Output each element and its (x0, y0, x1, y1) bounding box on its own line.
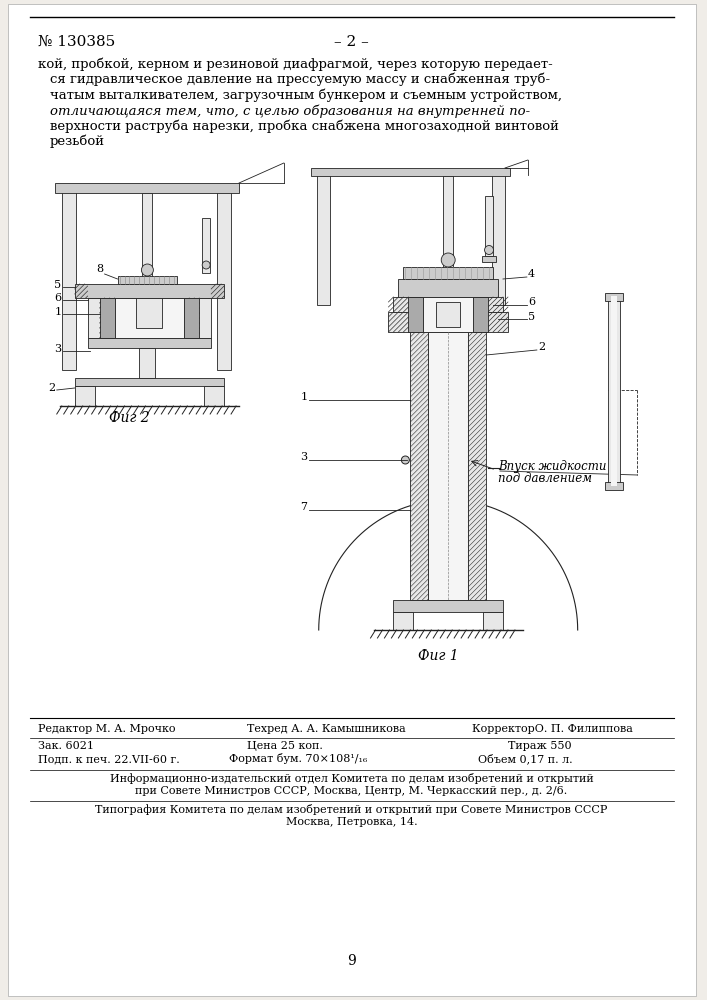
Bar (142, 193, 153, 283)
Bar (473, 297, 488, 332)
Bar (399, 279, 498, 297)
Bar (485, 196, 493, 256)
Text: 9: 9 (347, 954, 356, 968)
Text: 3: 3 (54, 344, 62, 354)
Text: чатым выталкивателем, загрузочным бункером и съемным устройством,: чатым выталкивателем, загрузочным бункер… (49, 89, 562, 102)
Bar (393, 612, 414, 630)
Bar (117, 276, 177, 284)
Text: 5: 5 (54, 280, 62, 290)
Text: 1: 1 (54, 307, 62, 317)
Bar (54, 183, 239, 193)
Bar (115, 298, 185, 338)
Bar (468, 332, 486, 600)
Bar (404, 267, 493, 279)
Text: 8: 8 (96, 264, 103, 274)
Text: кой, пробкой, керном и резиновой диафрагмой, через которую передает-: кой, пробкой, керном и резиновой диафраг… (38, 57, 553, 71)
Circle shape (141, 264, 153, 276)
Bar (409, 297, 423, 332)
Text: резьбой: резьбой (49, 135, 105, 148)
Text: Подп. к печ. 22.VII-60 г.: Подп. к печ. 22.VII-60 г. (38, 754, 180, 764)
Bar (202, 218, 210, 273)
Bar (88, 338, 211, 348)
Bar (204, 386, 224, 406)
Bar (217, 185, 231, 370)
Text: Типография Комитета по делам изобретений и открытий при Совете Министров СССР: Типография Комитета по делам изобретений… (95, 804, 608, 815)
Text: 5: 5 (528, 312, 535, 322)
Text: – 2 –: – 2 – (334, 35, 369, 49)
Text: 6: 6 (528, 297, 535, 307)
Bar (410, 332, 428, 600)
Text: 4: 4 (528, 269, 535, 279)
Text: при Совете Министров СССР, Москва, Центр, М. Черкасский пер., д. 2/6.: при Совете Министров СССР, Москва, Центр… (136, 786, 568, 796)
Bar (88, 298, 211, 338)
Bar (75, 378, 224, 386)
Text: отличающаяся тем, что, с целью образования на внутренней по-: отличающаяся тем, что, с целью образован… (49, 104, 530, 117)
Text: 6: 6 (54, 293, 62, 303)
Bar (604, 293, 622, 301)
Bar (492, 170, 505, 305)
Bar (423, 297, 473, 332)
Bar (607, 296, 619, 486)
Text: Зак. 6021: Зак. 6021 (38, 741, 94, 751)
Bar (483, 612, 503, 630)
Text: верхности раструба нарезки, пробка снабжена многозаходной винтовой: верхности раструба нарезки, пробка снабж… (49, 119, 559, 133)
Bar (75, 284, 224, 298)
Text: ся гидравлическое давление на прессуемую массу и снабженная труб-: ся гидравлическое давление на прессуемую… (49, 73, 550, 87)
Circle shape (484, 245, 493, 254)
Text: Москва, Петровка, 14.: Москва, Петровка, 14. (286, 817, 417, 827)
Text: 2: 2 (48, 383, 55, 393)
Text: Формат бум. 70×108¹/₁₆: Формат бум. 70×108¹/₁₆ (229, 753, 368, 764)
Text: № 130385: № 130385 (38, 35, 115, 49)
Text: КорректорО. П. Филиппова: КорректорО. П. Филиппова (472, 724, 633, 734)
Circle shape (441, 253, 455, 267)
Text: 7: 7 (300, 502, 308, 512)
Bar (393, 600, 503, 612)
Text: 1: 1 (300, 392, 308, 402)
Text: Редактор М. А. Мрочко: Редактор М. А. Мрочко (38, 724, 175, 734)
Bar (428, 332, 468, 600)
Bar (388, 312, 508, 332)
Text: Фиг 1: Фиг 1 (418, 649, 459, 663)
Bar (139, 348, 156, 378)
Text: 2: 2 (538, 342, 545, 352)
Text: Техред А. А. Камышникова: Техред А. А. Камышникова (247, 724, 406, 734)
Circle shape (402, 456, 409, 464)
Bar (436, 302, 460, 327)
Circle shape (202, 261, 210, 269)
Bar (482, 256, 496, 262)
Bar (311, 168, 510, 176)
Bar (443, 176, 453, 271)
Text: Впуск жидкости: Впуск жидкости (498, 460, 607, 473)
Text: Цена 25 коп.: Цена 25 коп. (247, 741, 323, 751)
Bar (100, 298, 115, 338)
Text: Фиг 2: Фиг 2 (109, 411, 150, 425)
Text: Тираж 550: Тираж 550 (508, 741, 571, 751)
Text: 3: 3 (300, 452, 308, 462)
Text: Объем 0,17 п. л.: Объем 0,17 п. л. (478, 753, 573, 764)
Bar (317, 170, 329, 305)
Bar (185, 298, 199, 338)
Bar (604, 482, 622, 490)
Bar (136, 298, 163, 328)
Bar (75, 386, 95, 406)
Bar (611, 296, 617, 486)
Bar (393, 297, 503, 312)
Text: Информационно-издательский отдел Комитета по делам изобретений и открытий: Информационно-издательский отдел Комитет… (110, 773, 593, 784)
Bar (62, 185, 76, 370)
Text: под давлением: под давлением (498, 472, 592, 485)
